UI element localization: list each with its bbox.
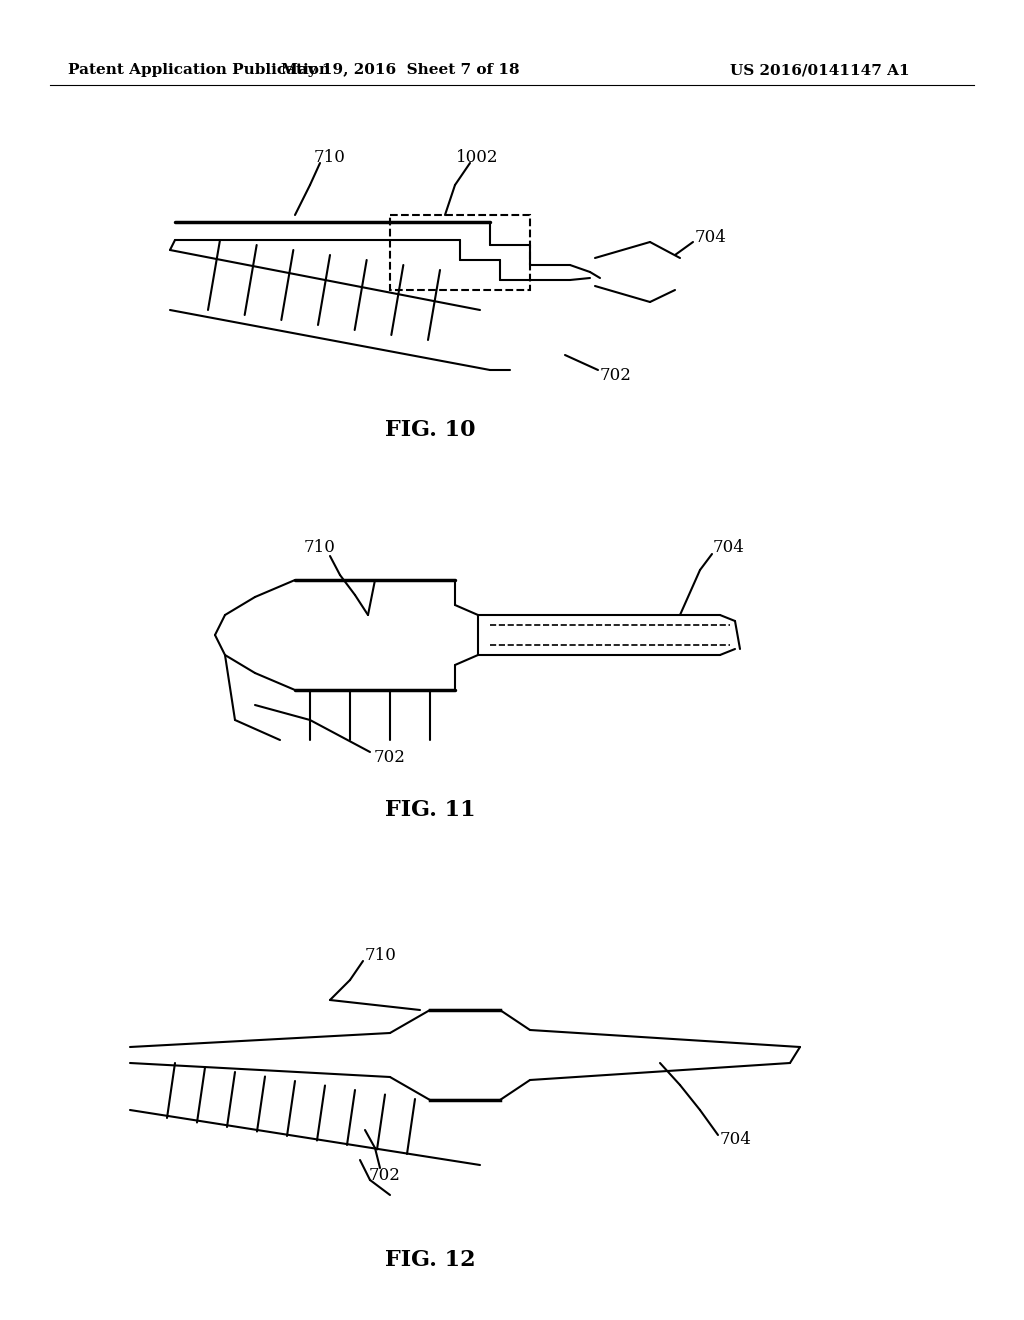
Text: FIG. 10: FIG. 10 xyxy=(385,418,475,441)
Text: FIG. 12: FIG. 12 xyxy=(385,1249,475,1271)
Text: 704: 704 xyxy=(720,1131,752,1148)
Text: 710: 710 xyxy=(314,149,346,165)
Text: 704: 704 xyxy=(695,230,727,247)
Text: 704: 704 xyxy=(713,540,744,557)
Text: 702: 702 xyxy=(369,1167,401,1184)
Bar xyxy=(390,215,530,290)
Text: 1002: 1002 xyxy=(456,149,499,165)
Text: FIG. 11: FIG. 11 xyxy=(385,799,475,821)
Text: Patent Application Publication: Patent Application Publication xyxy=(68,63,330,77)
Text: 702: 702 xyxy=(600,367,632,384)
Text: US 2016/0141147 A1: US 2016/0141147 A1 xyxy=(730,63,909,77)
Text: May 19, 2016  Sheet 7 of 18: May 19, 2016 Sheet 7 of 18 xyxy=(281,63,519,77)
Text: 702: 702 xyxy=(374,750,406,767)
Text: 710: 710 xyxy=(365,946,397,964)
Text: 710: 710 xyxy=(304,540,336,557)
